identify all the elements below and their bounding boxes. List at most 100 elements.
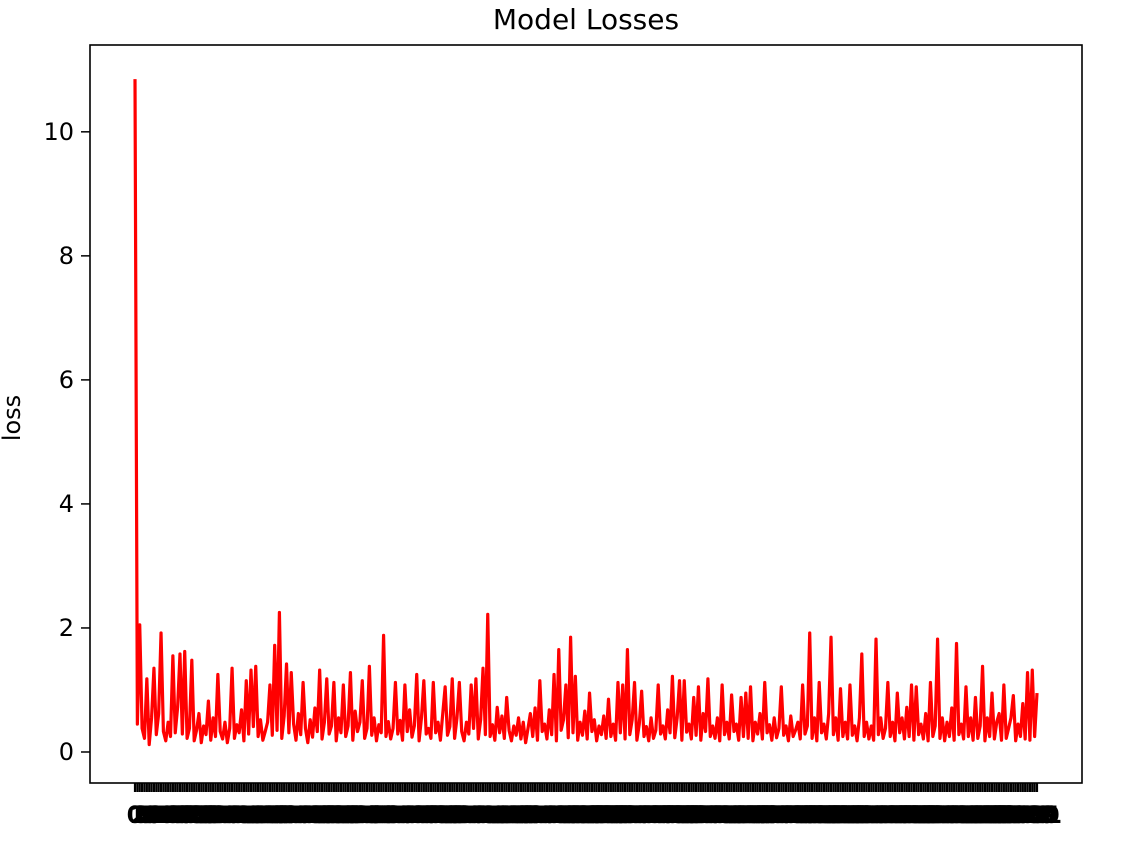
x-tick-label: 69 bbox=[282, 801, 315, 829]
x-tick-label: 357 bbox=[955, 801, 1005, 829]
x-tick-label: 137 bbox=[434, 801, 484, 829]
x-tick-label: 225 bbox=[643, 801, 693, 829]
x-tick-label: 326 bbox=[882, 801, 932, 829]
x-tick-label: 175 bbox=[524, 801, 574, 829]
x-tick-label: 198 bbox=[579, 801, 629, 829]
x-tick-label: 122 bbox=[399, 801, 449, 829]
x-tick-label: 119 bbox=[392, 801, 442, 829]
x-tick-label: 218 bbox=[626, 801, 676, 829]
x-tick-label: 31 bbox=[192, 801, 225, 829]
x-tick-label: 2 bbox=[131, 801, 148, 829]
x-tick-label: 92 bbox=[336, 801, 369, 829]
ticks-layer: 0 2 4 6 8 10 bbox=[43, 118, 90, 766]
x-tick-label: 196 bbox=[574, 801, 624, 829]
x-tick-label: 267 bbox=[742, 801, 792, 829]
x-tick-label: 136 bbox=[432, 801, 482, 829]
x-tick-label: 368 bbox=[981, 801, 1031, 829]
x-tick-label: 147 bbox=[458, 801, 508, 829]
x-tick-label: 219 bbox=[628, 801, 678, 829]
x-tick-label: 190 bbox=[560, 801, 610, 829]
x-tick-label: 9 bbox=[148, 801, 165, 829]
x-tick-label: 45 bbox=[225, 801, 258, 829]
x-tick-label: 308 bbox=[839, 801, 889, 829]
x-tick-label: 25 bbox=[177, 801, 210, 829]
x-tick-label: 115 bbox=[382, 801, 432, 829]
x-tick-label: 189 bbox=[557, 801, 607, 829]
x-tick-label: 174 bbox=[522, 801, 572, 829]
x-tick-label: 94 bbox=[341, 801, 374, 829]
x-tick-label: 5 bbox=[138, 801, 155, 829]
x-tick-label: 259 bbox=[723, 801, 773, 829]
x-tick-label: 228 bbox=[650, 801, 700, 829]
x-tick-label: 23 bbox=[173, 801, 206, 829]
x-tick-label: 54 bbox=[246, 801, 279, 829]
x-tick-label: 341 bbox=[917, 801, 967, 829]
x-tick-label: 24 bbox=[175, 801, 208, 829]
x-tick-label: 169 bbox=[510, 801, 560, 829]
x-tick-label: 230 bbox=[654, 801, 704, 829]
x-tick-label: 305 bbox=[832, 801, 882, 829]
y-tick-label: 4 bbox=[59, 490, 74, 518]
x-tick-label: 223 bbox=[638, 801, 688, 829]
x-tick-label: 156 bbox=[479, 801, 529, 829]
x-tick-label: 237 bbox=[671, 801, 721, 829]
x-tick-label: 53 bbox=[244, 801, 277, 829]
x-tick-label: 19 bbox=[163, 801, 196, 829]
x-tick-label: 197 bbox=[576, 801, 626, 829]
x-tick-label: 124 bbox=[404, 801, 454, 829]
x-tick-label: 114 bbox=[380, 801, 430, 829]
x-tick-label: 327 bbox=[884, 801, 934, 829]
x-tick-label: 351 bbox=[941, 801, 991, 829]
x-tick-label: 238 bbox=[673, 801, 723, 829]
x-tick-label: 11 bbox=[144, 801, 177, 829]
x-tick-label: 113 bbox=[377, 801, 427, 829]
x-tick-label: 52 bbox=[241, 801, 274, 829]
chart-title: Model Losses bbox=[493, 3, 679, 36]
x-tick-label: 364 bbox=[972, 801, 1022, 829]
x-tick-label: 57 bbox=[253, 801, 286, 829]
x-tick-label: 359 bbox=[960, 801, 1010, 829]
x-tick-label: 307 bbox=[837, 801, 887, 829]
x-tick-label: 273 bbox=[756, 801, 806, 829]
x-tick-label: 21 bbox=[168, 801, 201, 829]
x-tick-label: 117 bbox=[387, 801, 437, 829]
x-tick-label: 350 bbox=[939, 801, 989, 829]
x-tick-label: 29 bbox=[187, 801, 220, 829]
x-tick-label: 160 bbox=[489, 801, 539, 829]
x-tick-label: 10 bbox=[142, 801, 175, 829]
x-tick-label: 93 bbox=[338, 801, 371, 829]
x-tick-label: 3 bbox=[134, 801, 151, 829]
x-tick-label: 309 bbox=[841, 801, 891, 829]
x-tick-label: 88 bbox=[327, 801, 360, 829]
x-tick-label: 84 bbox=[317, 801, 350, 829]
x-tick-label: 262 bbox=[730, 801, 780, 829]
x-tick-label: 186 bbox=[550, 801, 600, 829]
x-tick-label: 67 bbox=[277, 801, 310, 829]
x-tick-label: 295 bbox=[808, 801, 858, 829]
x-tick-label: 111 bbox=[373, 801, 423, 829]
x-tick-label: 330 bbox=[891, 801, 941, 829]
x-tick-label: 287 bbox=[789, 801, 839, 829]
x-tick-label: 362 bbox=[967, 801, 1017, 829]
x-tick-label: 244 bbox=[688, 801, 738, 829]
x-tick-label: 112 bbox=[375, 801, 425, 829]
x-tick-label: 338 bbox=[910, 801, 960, 829]
x-tick-label: 214 bbox=[617, 801, 667, 829]
x-tick-label: 381 bbox=[1012, 801, 1062, 829]
x-tick-label: 105 bbox=[359, 801, 409, 829]
x-tick-label: 48 bbox=[232, 801, 265, 829]
x-tick-label: 234 bbox=[664, 801, 714, 829]
x-tick-label: 101 bbox=[349, 801, 399, 829]
x-tick-label: 227 bbox=[647, 801, 697, 829]
x-tick-label: 149 bbox=[463, 801, 513, 829]
x-tick-label: 313 bbox=[851, 801, 901, 829]
x-tick-label: 152 bbox=[470, 801, 520, 829]
x-tick-label: 172 bbox=[517, 801, 567, 829]
x-tick-label: 41 bbox=[215, 801, 248, 829]
x-tick-label: 252 bbox=[707, 801, 757, 829]
x-tick-label: 60 bbox=[260, 801, 293, 829]
x-tick-label: 145 bbox=[453, 801, 503, 829]
x-tick-label: 153 bbox=[472, 801, 522, 829]
x-tick-label: 380 bbox=[1010, 801, 1060, 829]
